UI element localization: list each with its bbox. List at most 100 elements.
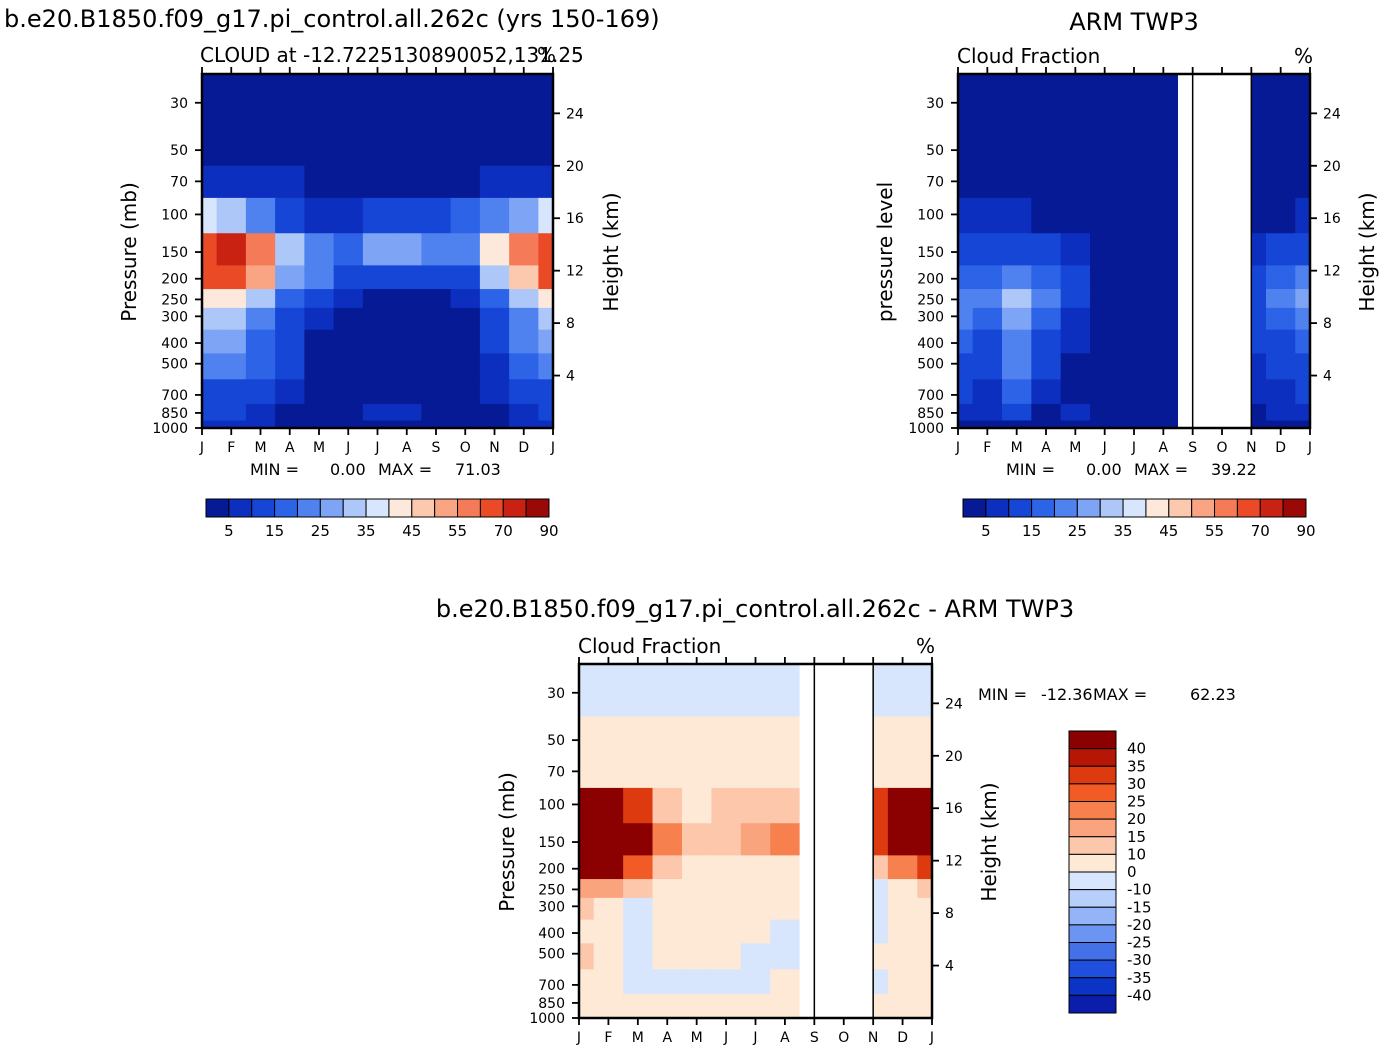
heatmap-cell <box>917 664 933 718</box>
y-tick-label: 150 <box>917 245 944 261</box>
heatmap-cell <box>887 897 918 921</box>
heatmap-cell <box>450 353 481 380</box>
y-tick-label: 1000 <box>152 421 188 437</box>
heatmap-cell <box>1148 265 1179 290</box>
x-tick-label: J <box>374 440 379 456</box>
colorbar-swatch <box>1068 748 1117 767</box>
heatmap-cell <box>1295 379 1311 405</box>
heatmap-cell <box>509 420 539 429</box>
heatmap-cell <box>275 420 305 429</box>
heatmap-cell <box>887 855 918 880</box>
colorbar-swatch <box>1099 498 1124 518</box>
heatmap-cell <box>958 420 974 429</box>
heatmap-cell <box>740 1010 771 1019</box>
x-tick-label: J <box>723 1030 728 1046</box>
heatmap-cell <box>509 265 539 290</box>
heatmap-cell <box>392 126 422 167</box>
panel-diff-title: b.e20.B1850.f09_g17.pi_control.all.262c … <box>436 595 1074 623</box>
heatmap-cell <box>216 289 247 309</box>
heatmap-cell <box>392 233 422 266</box>
panel-model-max: 71.03 <box>455 460 501 479</box>
heatmap-cell <box>711 919 742 944</box>
heatmap-cell <box>304 403 335 422</box>
y2-tick-label: 24 <box>566 106 584 122</box>
heatmap-cell <box>333 379 364 405</box>
heatmap-cell <box>1002 379 1032 405</box>
heatmap-cell <box>1060 379 1091 405</box>
colorbar-label: 0 <box>1127 863 1137 881</box>
y2-tick-label: 8 <box>945 906 954 922</box>
colorbar-swatch <box>1282 498 1307 518</box>
heatmap-cell <box>917 969 933 995</box>
heatmap-cell <box>304 329 335 354</box>
colorbar-swatch <box>365 498 390 518</box>
y-tick-label: 300 <box>538 899 565 915</box>
panel-diff-ylabel-left: Pressure (mb) <box>495 772 519 912</box>
y2-tick-label: 12 <box>945 854 963 870</box>
heatmap-cell <box>770 755 801 789</box>
panel-diff-min-label: MIN = <box>978 685 1027 704</box>
heatmap-cell <box>887 755 918 789</box>
heatmap-cell <box>1295 197 1311 234</box>
y-tick-label: 30 <box>170 96 188 112</box>
heatmap-cell <box>958 289 974 309</box>
y-tick-label: 70 <box>547 764 565 780</box>
heatmap-cell <box>392 403 422 422</box>
heatmap-cell <box>216 403 247 422</box>
heatmap-cell <box>579 855 595 880</box>
heatmap-cell <box>421 403 452 422</box>
heatmap-cell <box>1090 329 1120 354</box>
heatmap-cell <box>1002 289 1032 309</box>
heatmap-cell <box>579 787 595 824</box>
heatmap-cell <box>593 993 624 1012</box>
heatmap-cell <box>392 289 422 309</box>
colorbar-swatch <box>1168 498 1193 518</box>
x-tick-label: N <box>868 1030 878 1046</box>
heatmap-cell <box>887 823 918 856</box>
heatmap-cell <box>1090 403 1120 422</box>
colorbar-label: 90 <box>1296 522 1315 540</box>
heatmap-cell <box>509 126 539 167</box>
x-tick-label: D <box>1275 440 1286 456</box>
colorbar-swatch <box>1068 977 1117 996</box>
heatmap-cell <box>1060 74 1091 128</box>
colorbar-swatch <box>1068 730 1117 750</box>
heatmap-cell <box>304 233 335 266</box>
x-tick-label: J <box>1307 440 1312 456</box>
heatmap-cell <box>479 379 510 405</box>
x-tick-label: J <box>1131 440 1136 456</box>
heatmap-cell <box>740 664 771 718</box>
heatmap-cell <box>1090 307 1120 331</box>
colorbar-label: 25 <box>1068 522 1087 540</box>
heatmap-cell <box>1119 289 1150 309</box>
x-tick-label: M <box>1069 440 1081 456</box>
heatmap-cell <box>1060 233 1091 266</box>
heatmap-cell <box>1031 265 1062 290</box>
x-tick-label: J <box>576 1030 581 1046</box>
heatmap-cell <box>623 823 654 856</box>
heatmap-cell <box>958 126 974 167</box>
heatmap-cell <box>245 420 276 429</box>
heatmap-cell <box>1266 329 1296 354</box>
heatmap-cell <box>623 716 654 757</box>
heatmap-cell <box>579 969 595 995</box>
heatmap-cell <box>1090 265 1120 290</box>
heatmap-cell <box>579 716 595 757</box>
heatmap-cell <box>972 420 1003 429</box>
heatmap-cell <box>275 74 305 128</box>
heatmap-cell <box>216 165 247 199</box>
heatmap-cell <box>740 755 771 789</box>
x-tick-label: M <box>1011 440 1023 456</box>
y-tick-label: 300 <box>917 309 944 325</box>
heatmap-cell <box>362 329 393 354</box>
heatmap-cell <box>1119 329 1150 354</box>
heatmap-cell <box>770 664 801 718</box>
heatmap-cell <box>275 197 305 234</box>
heatmap-cell <box>1031 197 1062 234</box>
y2-tick-label: 8 <box>1323 316 1332 332</box>
heatmap-cell <box>623 897 654 921</box>
panel-diff-ylabel-right: Height (km) <box>977 782 1001 901</box>
heatmap-cell <box>421 329 452 354</box>
y-tick-label: 100 <box>917 207 944 223</box>
